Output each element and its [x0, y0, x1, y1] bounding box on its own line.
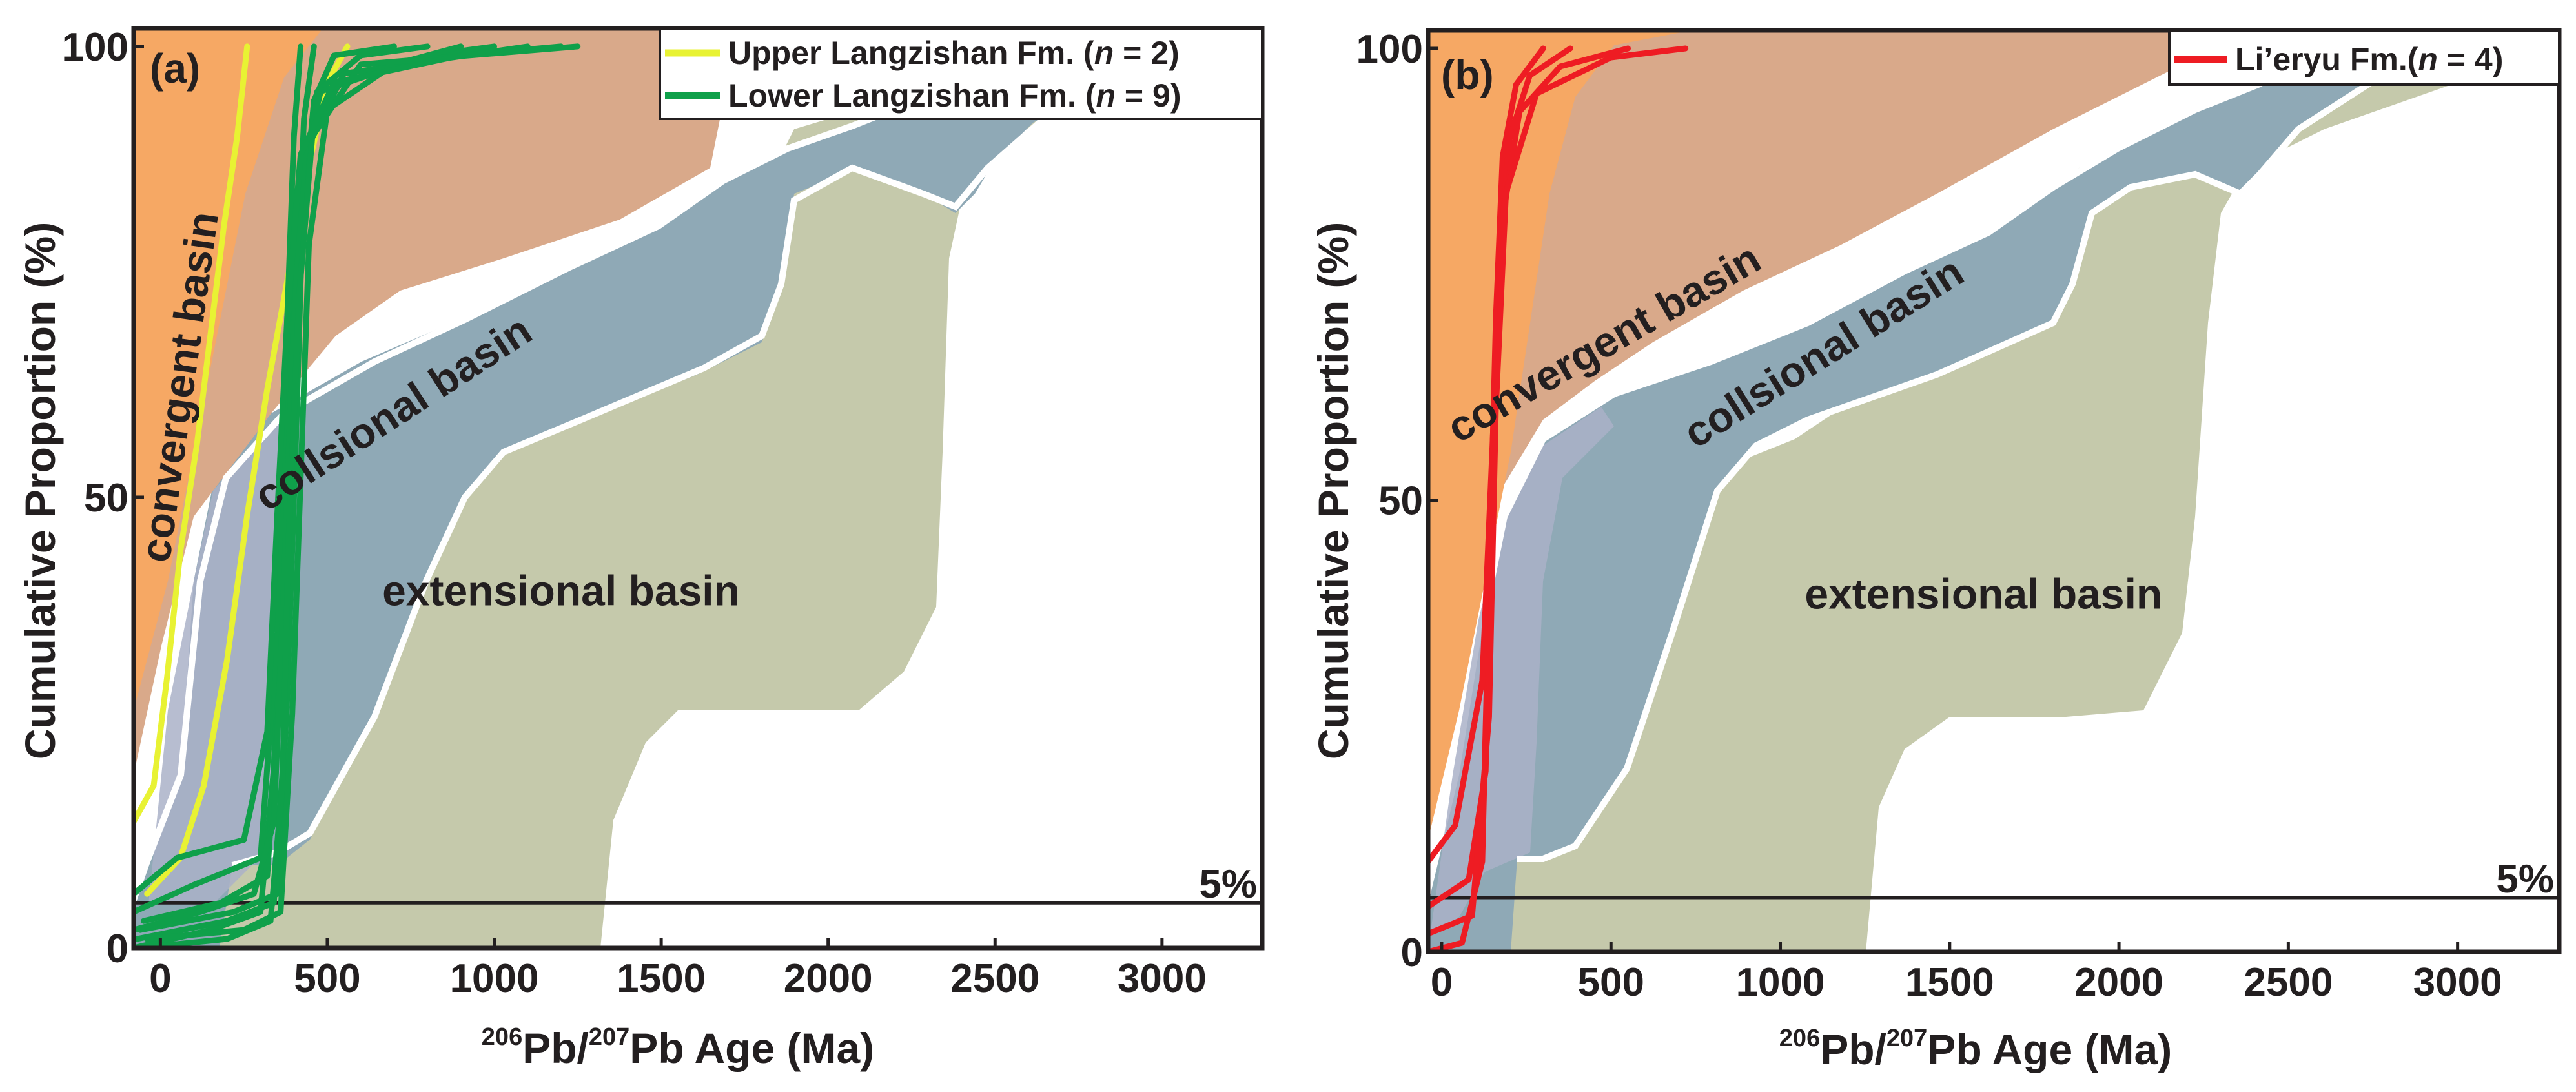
- panel-a-legend-upper-label: Upper Langzishan Fm. (: [728, 35, 1094, 71]
- panel-a-x-axis-title: 206Pb/207Pb Age (Ma): [482, 1024, 874, 1072]
- panel-b-x-title-part-2: Pb/: [1820, 1025, 1886, 1073]
- panel-b-convergent-basin-region: [1428, 30, 2182, 710]
- panel-a-series-line-10: [137, 43, 581, 948]
- panel-a-x-tick-label-1000: 1000: [450, 956, 539, 1001]
- panel-b-x-tick-label-1500: 1500: [1905, 960, 1994, 1005]
- panel-b-legend-suffix: = 4): [2438, 41, 2503, 77]
- panel-a-series-line-1: [134, 43, 250, 825]
- panel-a-x-title-part-2: Pb/: [522, 1024, 589, 1072]
- panel-b-x-tick-label-3000: 3000: [2413, 960, 2502, 1005]
- panel-b-x-tick-label-500: 500: [1578, 960, 1644, 1005]
- panel-a-y-axis-title: Cumulative Proportion (%): [16, 222, 64, 759]
- panel-b-legend-box: [2168, 29, 2561, 86]
- panel-a-x-title-sup-3: 207: [589, 1024, 629, 1051]
- panel-a-legend-upper-n: n: [1094, 35, 1114, 71]
- panel-b-plot-area: [1428, 30, 2559, 952]
- panel-b-region-label-extensional-basin: extensional basin: [1804, 570, 2162, 617]
- panel-a-legend-entry-upper: Upper Langzishan Fm. (n = 2): [728, 35, 1180, 71]
- panel-b-frame: [1426, 28, 2562, 954]
- panel-b-label: (b): [1441, 52, 1494, 98]
- panel-b-x-tick-label-1000: 1000: [1736, 960, 1825, 1005]
- panel-b-x-title-part-4: Pb Age (Ma): [1927, 1025, 2172, 1073]
- panel-b-x-tick-label-2500: 2500: [2244, 960, 2333, 1005]
- panel-a-series-line-5: [137, 43, 397, 933]
- panel-b-legend-n: n: [2418, 41, 2438, 77]
- panel-a-y-tick-label-0: 0: [107, 927, 128, 971]
- panel-a-x-tick-label-2000: 2000: [784, 956, 873, 1001]
- panel-a-legend-entry-lower: Lower Langzishan Fm. (n = 9): [728, 77, 1181, 114]
- panel-a-x-title-part-4: Pb Age (Ma): [629, 1024, 874, 1072]
- panel-b-legend: Li’eryu Fm.(n = 4): [2168, 29, 2561, 86]
- panel-a-legend-lower-suffix: = 9): [1116, 77, 1181, 114]
- panel-a-region-label-extensional-basin: extensional basin: [382, 567, 740, 615]
- panel-b-y-tick-label-0: 0: [1401, 931, 1423, 975]
- panel-a-y-tick-label-100: 100: [62, 25, 128, 70]
- panel-b-series-line-4: [1428, 45, 1689, 937]
- panel-b-x-tick-label-2000: 2000: [2074, 960, 2163, 1005]
- panel-a-x-tick-label-500: 500: [294, 956, 360, 1001]
- panel-a-ticks: 0 500 1000 1500 2000 2500 3000 0 50 100: [62, 25, 1207, 1001]
- panel-b-y-axis-title: Cumulative Proportion (%): [1309, 222, 1357, 759]
- panel-a-extensional-basin-region: [220, 28, 1262, 948]
- panel-a-x-tick-label-3000: 3000: [1118, 956, 1207, 1001]
- panel-a-reference-label: 5%: [1199, 862, 1257, 907]
- panel-b-x-title-sup-1: 206: [1779, 1025, 1820, 1052]
- panel-a-legend-lower-n: n: [1096, 77, 1116, 114]
- panel-b-convergent-core-region: [1428, 30, 1692, 840]
- panel-a-x-title-sup-1: 206: [482, 1024, 522, 1051]
- panel-b-overlap-region: [1430, 407, 1614, 936]
- panel-a-convergent-core-region: [134, 28, 323, 710]
- panel-a-label: (a): [150, 45, 200, 92]
- panel-b-ticks: 0 500 1000 1500 2000 2500 3000 0 50 100: [1356, 27, 2502, 1005]
- panel-a-x-tick-label-1500: 1500: [617, 956, 706, 1001]
- panel-a-legend: Upper Langzishan Fm. (n = 2) Lower Langz…: [659, 27, 1263, 120]
- panel-a-x-tick-label-2500: 2500: [950, 956, 1039, 1001]
- panel-b-extensional-boundary: [1517, 48, 2559, 862]
- panel-b-y-tick-label-50: 50: [1378, 479, 1423, 523]
- panel-a-series: [134, 43, 581, 948]
- panel-a-x-tick-label-0: 0: [149, 956, 171, 1001]
- panel-b-x-axis-title: 206Pb/207Pb Age (Ma): [1779, 1025, 2172, 1073]
- panel-b-series: [1428, 45, 1689, 952]
- panel-b-x-tick-label-0: 0: [1431, 960, 1453, 1005]
- panel-b-extensional-basin-region: [1508, 52, 2559, 952]
- panel-b-x-title-sup-3: 207: [1886, 1025, 1927, 1052]
- panel-b-collisional-basin-region: [1428, 30, 2559, 952]
- panel-a-series-line-9: [134, 43, 531, 933]
- panel-a: 5% convergent basin collsional basinexten…: [16, 25, 1265, 1072]
- panel-b-reference-label: 5%: [2496, 857, 2554, 901]
- panel-a-legend-lower-label: Lower Langzishan Fm. (: [728, 77, 1096, 114]
- panel-b-legend-label: Li’eryu Fm.(: [2235, 41, 2418, 77]
- panel-a-extensional-boundary: [231, 28, 1262, 869]
- panel-b-y-tick-label-100: 100: [1356, 27, 1423, 72]
- panel-a-y-tick-label-50: 50: [84, 476, 128, 520]
- panel-a-series-line-11: [134, 43, 564, 897]
- panel-b-collisional-boundary: [1482, 30, 2327, 614]
- panel-a-legend-box: [659, 27, 1263, 120]
- panel-b-legend-entry: Li’eryu Fm.(n = 4): [2235, 41, 2503, 77]
- panel-a-legend-upper-suffix: = 2): [1114, 35, 1179, 71]
